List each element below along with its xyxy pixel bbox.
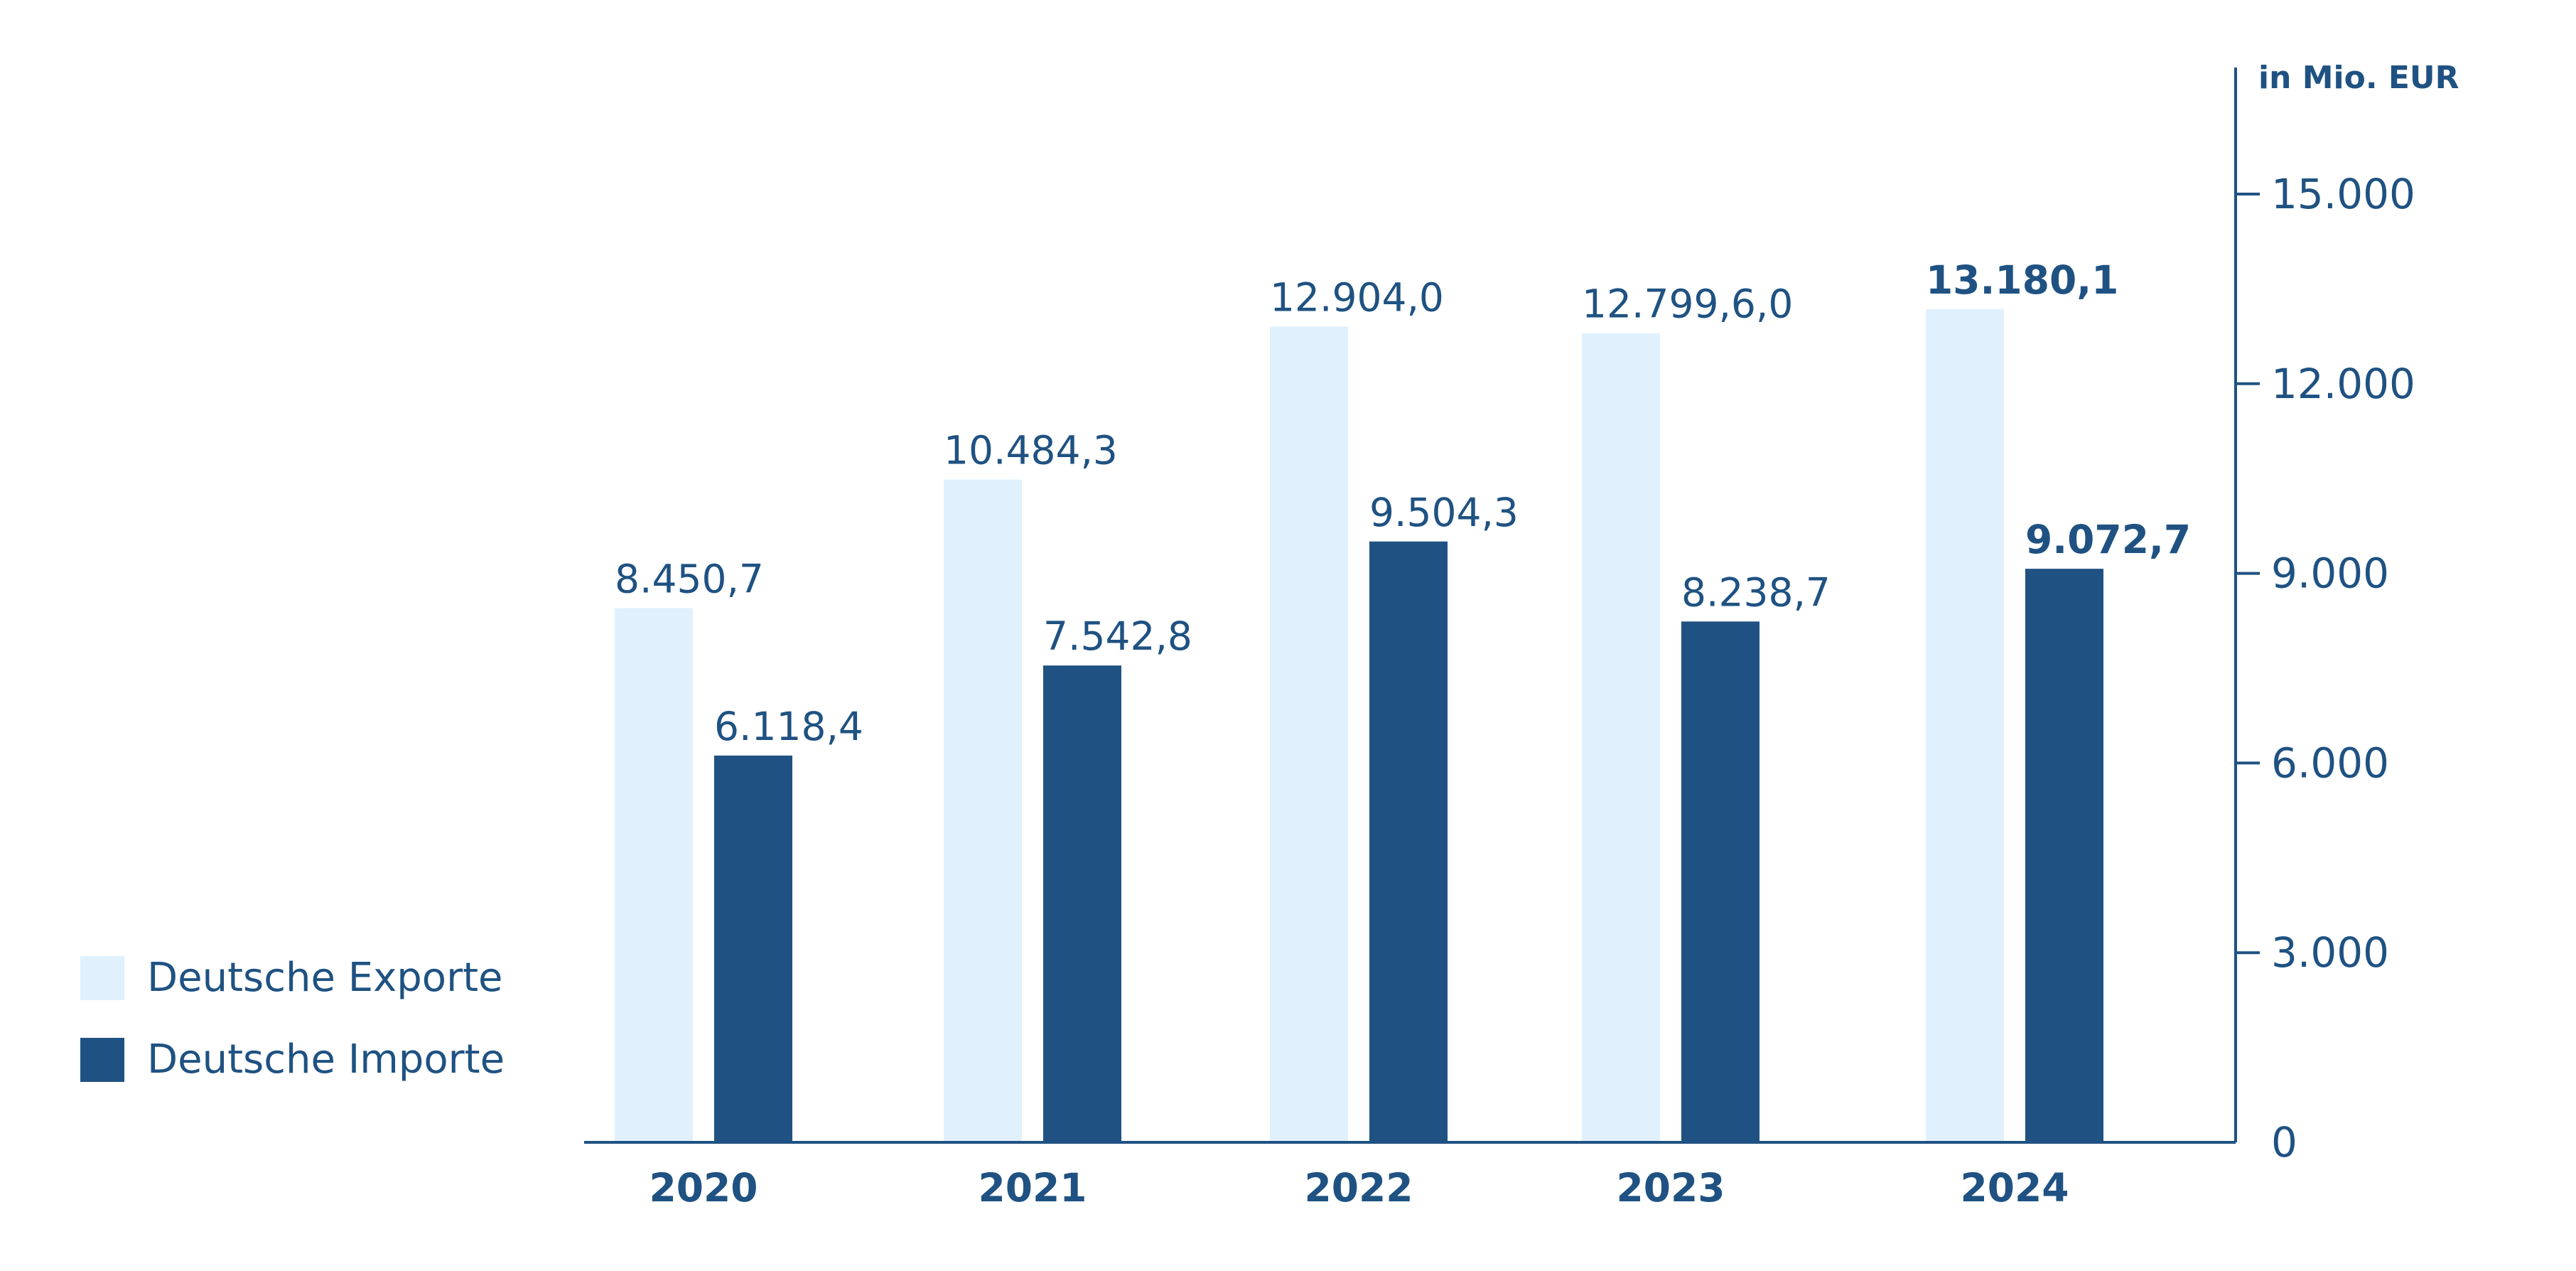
import-value-label-2020: 6.118,4 bbox=[714, 704, 863, 749]
import-bar-2022 bbox=[1369, 541, 1448, 1142]
import-value-label-2023: 8.238,7 bbox=[1681, 569, 1831, 615]
export-value-label-2021: 10.484,3 bbox=[944, 428, 1118, 473]
export-bar-2020 bbox=[615, 608, 693, 1142]
legend-swatch-imports bbox=[80, 1038, 124, 1082]
y-tick-label-9000: 9.000 bbox=[2271, 549, 2389, 598]
y-tick-label-12000: 12.000 bbox=[2271, 360, 2415, 408]
export-bar-2022 bbox=[1270, 326, 1348, 1142]
y-axis-unit-label: in Mio. EUR bbox=[2258, 60, 2459, 96]
import-bar-2023 bbox=[1681, 621, 1759, 1142]
y-axis: 0 3.000 6.000 9.000 12.000 15.000 bbox=[2234, 68, 2415, 1167]
export-value-label-2022: 12.904,0 bbox=[1270, 274, 1444, 320]
export-bar-2024 bbox=[1926, 309, 2004, 1143]
legend-label-exports: Deutsche Exporte bbox=[147, 955, 503, 1001]
x-tick-label-2022: 2022 bbox=[1304, 1165, 1413, 1211]
y-tick-label-3000: 3.000 bbox=[2271, 928, 2389, 977]
export-value-label-2024: 13.180,1 bbox=[1926, 257, 2118, 303]
exports-series bbox=[615, 309, 2004, 1143]
x-tick-label-2024: 2024 bbox=[1960, 1165, 2069, 1211]
import-value-label-2024: 9.072,7 bbox=[2025, 517, 2191, 562]
value-labels: 8.450,7 6.118,4 10.484,3 7.542,8 12.904,0 9.5… bbox=[615, 257, 2191, 749]
import-bar-2021 bbox=[1043, 665, 1121, 1142]
x-axis-tick-labels: 2020 2021 2022 2023 2024 bbox=[649, 1165, 2069, 1211]
legend: Deutsche Exporte Deutsche Importe bbox=[80, 955, 505, 1083]
x-tick-label-2023: 2023 bbox=[1616, 1165, 1725, 1211]
x-tick-label-2021: 2021 bbox=[978, 1165, 1087, 1211]
export-bar-2023 bbox=[1582, 333, 1660, 1142]
legend-label-imports: Deutsche Importe bbox=[147, 1036, 505, 1083]
import-value-label-2022: 9.504,3 bbox=[1369, 490, 1519, 535]
import-bar-2020 bbox=[714, 755, 792, 1142]
import-value-label-2021: 7.542,8 bbox=[1043, 613, 1192, 659]
x-tick-label-2020: 2020 bbox=[649, 1165, 758, 1211]
export-value-label-2020: 8.450,7 bbox=[615, 556, 764, 601]
y-tick-label-6000: 6.000 bbox=[2271, 739, 2389, 787]
import-bar-2024 bbox=[2025, 569, 2103, 1142]
imports-series bbox=[714, 541, 2103, 1142]
y-tick-label-0: 0 bbox=[2271, 1118, 2297, 1167]
y-tick-label-15000: 15.000 bbox=[2271, 170, 2415, 218]
legend-swatch-exports bbox=[80, 956, 124, 1000]
export-value-label-2023: 12.799,6,0 bbox=[1582, 281, 1793, 327]
export-bar-2021 bbox=[944, 479, 1022, 1142]
